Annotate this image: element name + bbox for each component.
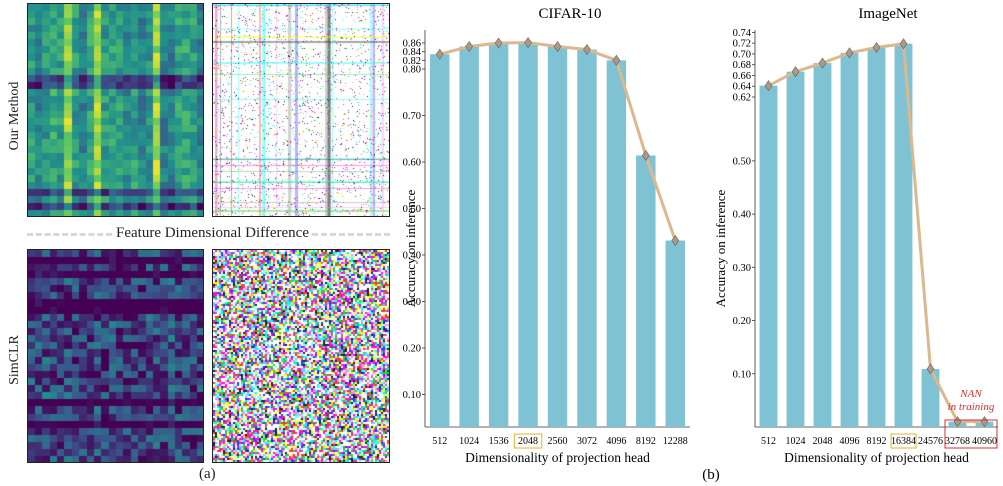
bar [577,49,597,427]
y-tick-label: 0.74 [733,28,752,39]
bar [840,52,859,427]
nan-annotation-sub: in training [948,401,995,413]
bar [636,155,656,428]
y-tick-label: 0.60 [403,157,421,168]
heatmap-simclr [27,249,204,463]
point-marker [818,57,827,69]
point-marker [899,38,908,50]
row-label-our-method: Our Method [7,81,22,151]
y-tick-label: 0.40 [403,250,421,261]
x-tick-label: 12288 [663,436,688,447]
y-tick-label: 0.84 [403,47,422,58]
noise-image-our-method [212,3,390,217]
y-tick-label: 0.66 [733,71,751,82]
highlight-box [890,433,917,449]
point-marker [671,235,680,247]
y-tick-label: 0.68 [733,60,751,71]
point-marker [764,80,773,92]
point-marker [641,149,650,162]
x-axis-label: Dimensionality of projection head [465,450,650,465]
point-marker [465,40,474,52]
x-tick-label: 1536 [489,436,509,447]
bar [786,71,805,427]
y-tick-label: 0.10 [403,390,421,401]
y-axis-label: Accuracy on inference [713,189,728,307]
x-tick-label: 4096 [606,436,626,447]
y-tick-label: 0.20 [403,343,421,354]
chart-cifar10: CIFAR-10 Dimensionality of projection hea… [403,6,690,465]
y-tick-label: 0.20 [733,316,751,327]
x-tick-label: 1024 [786,436,806,447]
y-tick-label: 0.40 [733,210,751,221]
point-marker [524,37,532,49]
nan-box [944,419,998,449]
x-tick-label: 512 [761,436,776,447]
caption-a: (a) [199,466,216,482]
x-tick-label: 32768 [945,436,970,447]
y-tick-label: 0.86 [403,39,421,50]
chart-title: CIFAR-10 [538,6,601,22]
bar [921,368,940,427]
y-tick-label: 0.70 [403,111,421,122]
bar [759,85,778,427]
x-tick-label: 40960 [972,436,997,447]
x-tick-label: 2048 [813,436,833,447]
x-tick-label: 1024 [459,436,479,447]
bar [430,54,450,428]
y-tick-label: 0.30 [403,297,421,308]
x-tick-label: 8192 [867,436,887,447]
point-marker [553,40,562,52]
x-tick-label: 512 [432,436,447,447]
point-marker [583,43,591,56]
point-marker [872,41,881,53]
divider-dash-right [312,233,390,236]
y-tick-label: 0.82 [403,56,421,67]
caption-b: (b) [702,467,720,483]
x-tick-label: 8192 [636,436,656,447]
point-marker [435,48,444,60]
charts-panel-b: CIFAR-10 Dimensionality of projection hea… [403,6,998,483]
y-tick-label: 0.72 [733,39,751,50]
y-tick-label: 0.50 [403,204,421,215]
y-tick-label: 0.80 [403,65,421,76]
chart-title: ImageNet [858,6,918,22]
y-tick-label: 0.10 [733,369,751,380]
x-tick-label: 3072 [577,436,597,447]
bar [867,47,886,427]
row-label-simclr: SimCLR [7,335,22,385]
highlight-box [513,433,543,449]
y-tick-label: 0.50 [733,156,751,167]
x-tick-label: 24576 [918,436,943,447]
point-marker [612,54,621,66]
y-tick-label: 0.70 [733,49,751,60]
x-tick-label: 16384 [891,436,916,447]
y-tick-label: 0.64 [733,82,752,93]
heatmap-our-method [27,3,204,217]
point-marker [494,37,503,49]
noise-image-simclr [212,249,390,463]
point-marker [926,363,935,375]
divider-title: Feature Dimensional Difference [116,225,309,241]
bar [547,46,568,427]
y-tick-label: 0.62 [733,93,751,104]
x-tick-label: 4096 [840,436,860,447]
divider-dash-left [27,233,112,236]
bar [606,60,627,427]
panel-a: Our Method SimCLR Feature Dimensional Di… [0,0,395,486]
chart-imagenet: ImageNet Dimensionality of projection hea… [713,6,998,465]
nan-annotation: NAN [959,388,982,400]
point-marker [791,66,800,78]
bar [894,43,913,427]
y-tick-label: 0.30 [733,263,751,274]
bar [665,240,685,427]
bar [813,63,832,427]
bar [459,46,479,427]
bar [518,42,538,428]
x-tick-label: 2560 [548,436,568,447]
x-axis-label: Dimensionality of projection head [784,450,969,465]
x-tick-label: 2048 [518,436,538,447]
bar [488,43,509,427]
y-axis-label: Accuracy on inference [403,189,418,307]
point-marker [845,47,854,59]
